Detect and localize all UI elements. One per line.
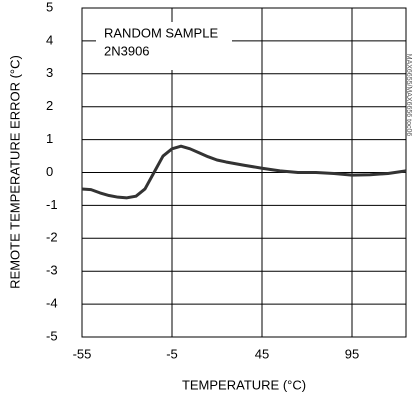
y-tick-label: 5 — [46, 0, 53, 14]
y-tick-label: 2 — [46, 98, 53, 113]
x-tick-label: -5 — [166, 346, 178, 361]
annotation: 2N3906 — [104, 43, 150, 58]
x-tick-label: 45 — [255, 346, 269, 361]
annotation: RANDOM SAMPLE — [104, 25, 218, 40]
y-tick-label: 3 — [46, 65, 53, 80]
y-tick-label: -3 — [46, 263, 58, 278]
y-tick-label: -1 — [46, 197, 58, 212]
y-tick-label: -2 — [46, 230, 58, 245]
x-tick-label: -55 — [73, 346, 92, 361]
x-tick-label: 95 — [345, 346, 359, 361]
annotation-box — [96, 22, 232, 70]
y-tick-label: 0 — [46, 164, 53, 179]
y-tick-label: 4 — [46, 32, 53, 47]
y-tick-label: -4 — [46, 296, 58, 311]
y-tick-label: -5 — [46, 328, 58, 343]
x-axis-label: TEMPERATURE (°C) — [182, 377, 306, 392]
y-tick-label: 1 — [46, 131, 53, 146]
data-line — [81, 144, 407, 200]
y-axis-label: REMOTE TEMPERATURE ERROR (°C) — [7, 55, 22, 289]
side-note: MAX6655/MAX6656 toc06 — [405, 54, 412, 137]
